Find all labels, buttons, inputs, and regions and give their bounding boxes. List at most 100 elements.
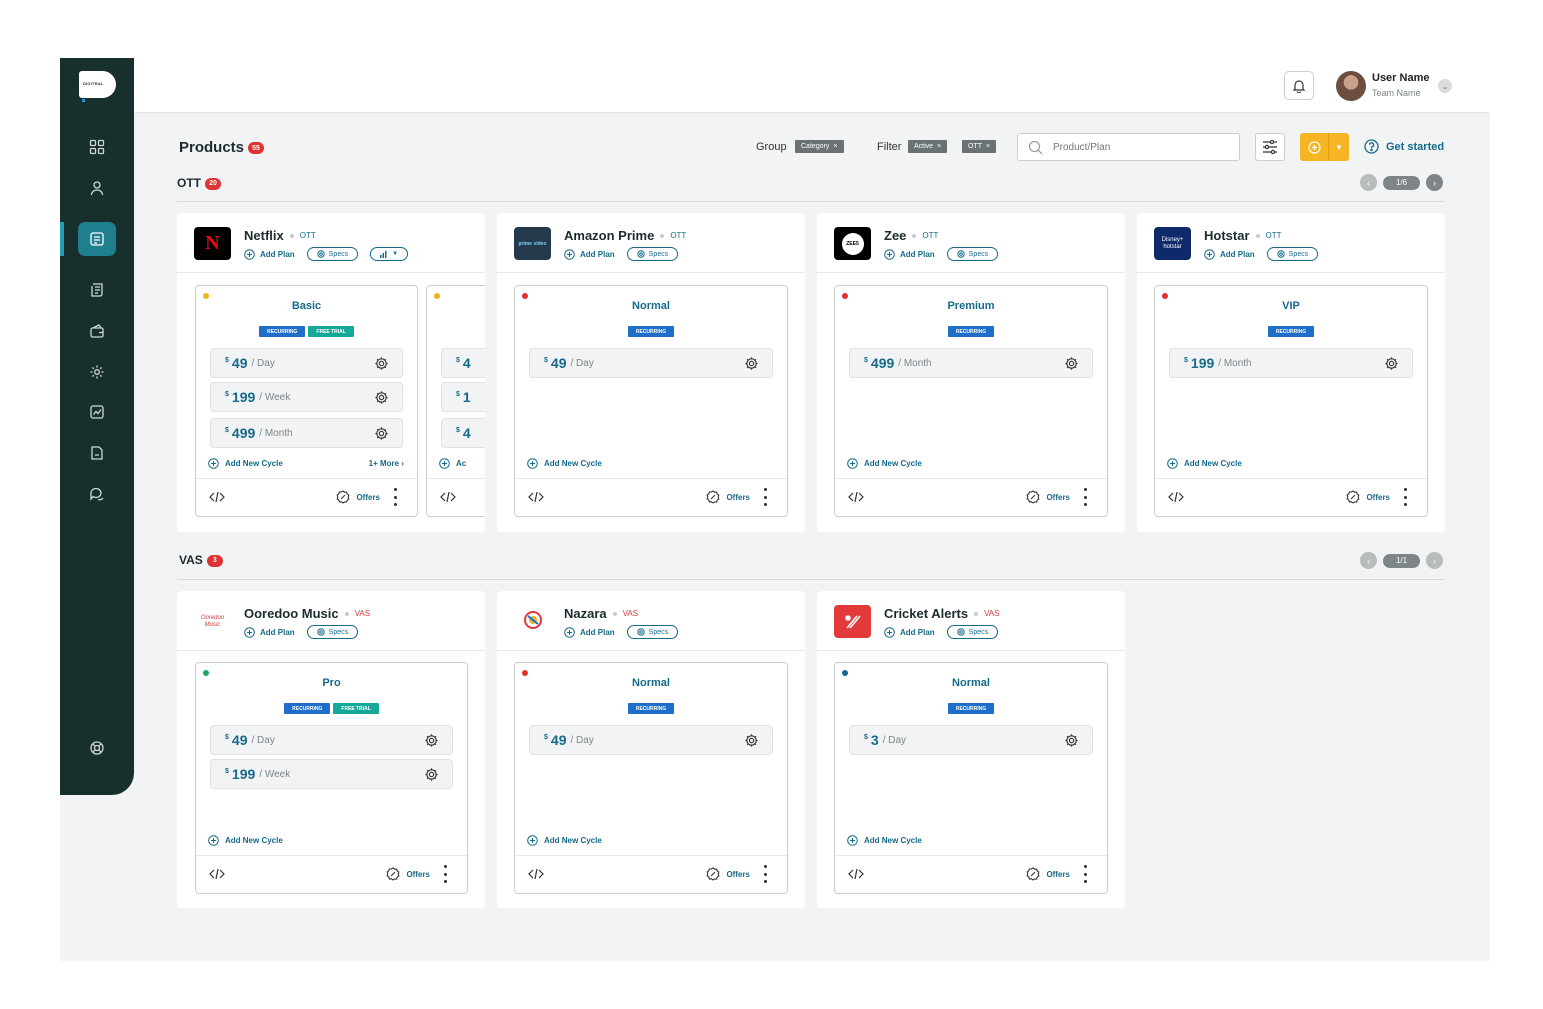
more-options-icon[interactable]	[1084, 865, 1087, 883]
price-row[interactable]: $199/ Week	[210, 382, 403, 412]
add-new-cycle-button[interactable]: Add New Cycle	[208, 835, 283, 846]
more-options-icon[interactable]	[764, 488, 767, 506]
group-chip-category[interactable]: Category ×	[795, 140, 844, 153]
add-new-cycle-button[interactable]: Add New Cycle	[527, 835, 602, 846]
nav-help[interactable]	[78, 731, 116, 765]
offers-label: Offers	[726, 492, 750, 502]
add-new-cycle-button[interactable]: Add New Cycle	[847, 458, 922, 469]
get-started-link[interactable]: Get started	[1364, 139, 1444, 154]
product-category: OTT	[670, 231, 687, 240]
page-title-text: Products	[179, 139, 245, 156]
analytics-dropdown[interactable]: ▼	[370, 247, 409, 261]
prev-page-icon[interactable]: ‹	[1360, 552, 1377, 569]
add-plan-button[interactable]: Add Plan	[884, 626, 935, 638]
status-dot	[434, 293, 440, 299]
offers-button[interactable]: Offers	[1346, 490, 1390, 504]
brand-logo[interactable]: DIGITRAL	[79, 71, 116, 102]
price-row[interactable]: $49/ Day	[210, 348, 403, 378]
price-row[interactable]: $499/ Month	[849, 348, 1093, 378]
price-row[interactable]: $199/ Month	[1169, 348, 1413, 378]
nav-billing[interactable]	[78, 314, 116, 348]
avatar[interactable]	[1336, 71, 1366, 101]
plan-card-partial[interactable]: $4 $1 $4 Ac	[426, 285, 485, 517]
plan-card[interactable]: Normal RECURRING $49/ Day Add New Cycle …	[514, 662, 788, 894]
offer-badge-icon	[386, 867, 400, 881]
specs-button[interactable]: Specs	[946, 247, 999, 261]
plan-card[interactable]: Normal RECURRING $3/ Day Add New Cycle O…	[834, 662, 1108, 894]
remove-chip-icon[interactable]: ×	[833, 143, 838, 150]
more-options-icon[interactable]	[444, 865, 447, 883]
price-row[interactable]: $199/ Week	[210, 759, 453, 789]
search-input[interactable]	[1053, 141, 1223, 153]
price-row[interactable]: $49/ Day	[529, 725, 773, 755]
nav-settings[interactable]	[78, 355, 116, 389]
nav-products[interactable]	[78, 222, 116, 256]
specs-button[interactable]: Specs	[626, 247, 679, 261]
specs-button[interactable]: Specs	[626, 625, 679, 639]
specs-button[interactable]: Specs	[1266, 247, 1319, 261]
free-trial-tag: FREE TRIAL	[333, 703, 379, 714]
plan-card[interactable]: VIP RECURRING $199/ Month Add New Cycle …	[1154, 285, 1428, 517]
add-new-cycle-label: Add New Cycle	[864, 459, 922, 468]
nav-dashboard[interactable]	[78, 130, 116, 164]
nav-support[interactable]	[78, 477, 116, 511]
more-options-icon[interactable]	[394, 488, 397, 506]
add-plan-button[interactable]: Add Plan	[244, 626, 295, 638]
price-row[interactable]: $3/ Day	[849, 725, 1093, 755]
specs-label: Specs	[648, 628, 669, 636]
specs-button[interactable]: Specs	[306, 625, 359, 639]
recurring-tag: RECURRING	[259, 326, 306, 337]
filter-chip-active[interactable]: Active ×	[908, 140, 948, 153]
filter-settings-button[interactable]	[1255, 133, 1285, 161]
specs-button[interactable]: Specs	[946, 625, 999, 639]
add-product-button[interactable]: ▼	[1300, 133, 1349, 161]
add-new-cycle-button[interactable]: Add New Cycle	[527, 458, 602, 469]
prev-page-icon[interactable]: ‹	[1360, 174, 1377, 191]
add-plan-button[interactable]: Add Plan	[1204, 248, 1255, 260]
add-plan-button[interactable]: Add Plan	[884, 248, 935, 260]
add-new-cycle-button[interactable]: Ac	[439, 458, 466, 469]
plus-circle-icon	[208, 458, 219, 469]
remove-chip-icon[interactable]: ×	[937, 143, 942, 150]
offers-button[interactable]: Offers	[706, 490, 750, 504]
user-menu-chevron-icon[interactable]: ⌄	[1438, 79, 1452, 93]
offers-button[interactable]: Offers	[1026, 490, 1070, 504]
currency: $	[1184, 356, 1188, 364]
add-plan-button[interactable]: Add Plan	[564, 626, 615, 638]
add-new-cycle-button[interactable]: Add New Cycle	[847, 835, 922, 846]
notifications-button[interactable]	[1284, 71, 1314, 100]
nav-users[interactable]	[78, 171, 116, 205]
nav-reports[interactable]	[78, 273, 116, 307]
remove-chip-icon[interactable]: ×	[986, 143, 991, 150]
offers-button[interactable]: Offers	[706, 867, 750, 881]
price-row[interactable]: $49/ Day	[529, 348, 773, 378]
more-options-icon[interactable]	[1404, 488, 1407, 506]
specs-button[interactable]: Specs	[306, 247, 359, 261]
price-amount: 4	[462, 425, 471, 441]
add-new-cycle-button[interactable]: Add New Cycle	[1167, 458, 1242, 469]
offers-button[interactable]: Offers	[1026, 867, 1070, 881]
plan-card[interactable]: Pro RECURRING FREE TRIAL $49/ Day $199/ W…	[195, 662, 468, 894]
add-plan-button[interactable]: Add Plan	[564, 248, 615, 260]
add-plan-button[interactable]: Add Plan	[244, 248, 295, 260]
more-options-icon[interactable]	[1084, 488, 1087, 506]
next-page-icon[interactable]: ›	[1426, 174, 1443, 191]
more-options-icon[interactable]	[764, 865, 767, 883]
gear-icon	[636, 628, 645, 636]
plan-card[interactable]: Premium RECURRING $499/ Month Add New Cy…	[834, 285, 1108, 517]
add-new-cycle-button[interactable]: Add New Cycle	[208, 458, 283, 469]
add-dropdown-caret-icon[interactable]: ▼	[1335, 142, 1343, 152]
offers-button[interactable]: Offers	[386, 867, 430, 881]
nav-analytics[interactable]	[78, 395, 116, 429]
offers-button[interactable]: Offers	[336, 490, 380, 504]
price-row[interactable]: $49/ Day	[210, 725, 453, 755]
plus-circle-icon	[1307, 140, 1321, 154]
plan-card[interactable]: Normal RECURRING $49/ Day Add New Cycle …	[514, 285, 788, 517]
nav-documents[interactable]	[78, 436, 116, 470]
next-page-icon[interactable]: ›	[1426, 552, 1443, 569]
filter-chip-ott[interactable]: OTT ×	[962, 140, 997, 153]
price-row[interactable]: $499/ Month	[210, 418, 403, 448]
add-plan-label: Add Plan	[900, 627, 935, 637]
plan-card[interactable]: Basic RECURRING FREE TRIAL $49/ Day $199/…	[195, 285, 418, 517]
more-cycles-link[interactable]: 1+ More ›	[368, 459, 404, 468]
